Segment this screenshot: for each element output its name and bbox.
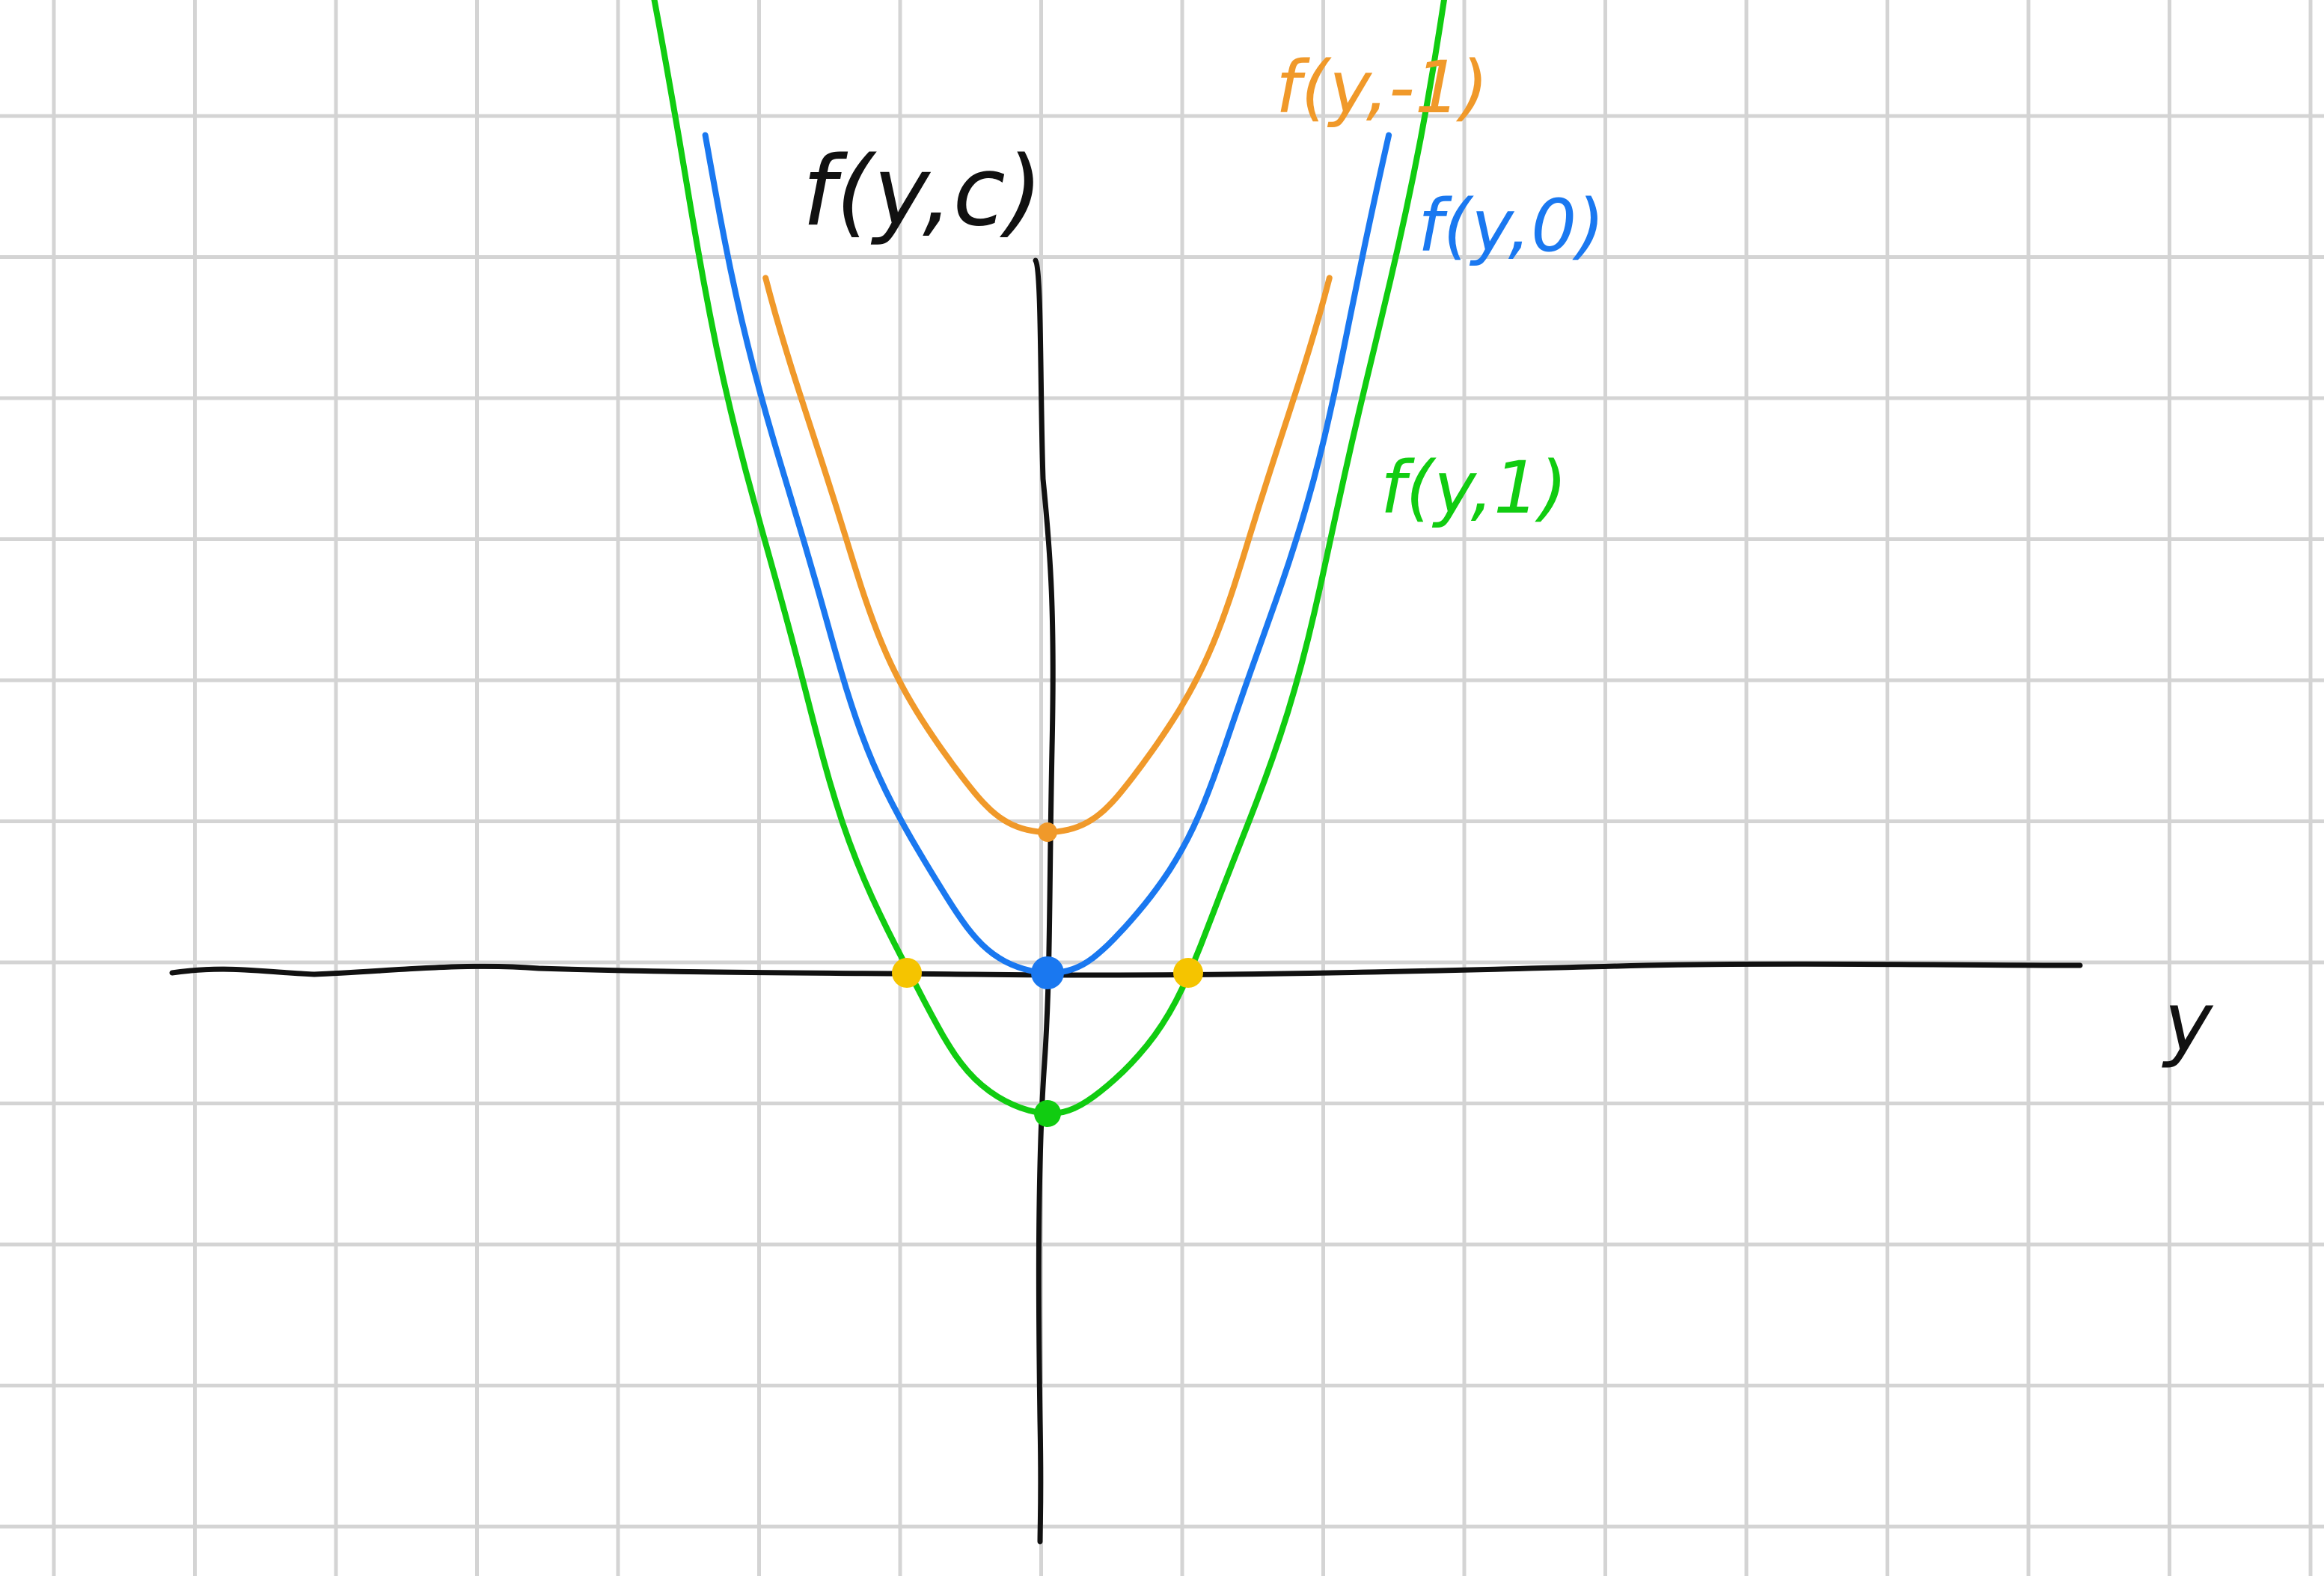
vertex-point-f-y-1 xyxy=(1034,1100,1061,1127)
y-axis-line xyxy=(1033,257,1056,1545)
vertex-point-f-y-0 xyxy=(1031,956,1064,989)
series-label-f-y-minus-1: f(y,-1) xyxy=(1276,46,1488,129)
root-point xyxy=(1173,958,1203,988)
points-layer xyxy=(892,822,1203,1127)
series-label-f-y-0: f(y,0) xyxy=(1418,184,1605,268)
vertex-point-f-y-minus-1 xyxy=(1038,822,1057,842)
axes xyxy=(169,257,2083,1545)
series-layer xyxy=(651,0,1448,1117)
x-axis-line xyxy=(169,961,2083,978)
series-label-f-y-1: f(y,1) xyxy=(1380,446,1568,530)
y-axis-title: f(y,c) xyxy=(802,136,1043,248)
root-point xyxy=(892,958,922,988)
x-axis-label: y xyxy=(2162,974,2214,1070)
series-f-y-1-line xyxy=(651,0,1448,1117)
